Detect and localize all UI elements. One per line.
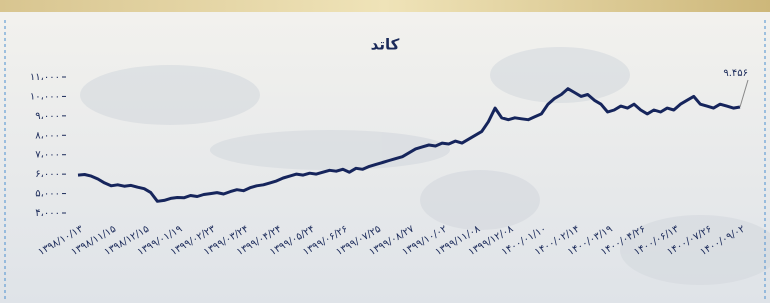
last-value-label: ۹.۴۵۶ [723,68,748,79]
chart: کاتد ۴،۰۰۰ ۵،۰۰۰ ۶،۰۰۰ ۷،۰۰۰ ۸،۰۰۰ ۹،۰۰۰ ۱۰،۰۰… [0,0,770,303]
y-tick-label: ۹،۰۰۰ [35,111,60,122]
y-tick-label: ۸،۰۰۰ [35,130,60,141]
y-tick-label: ۴،۰۰۰ [35,208,60,219]
y-tick-label: ۵،۰۰۰ [35,189,60,200]
y-tick-label: ۷،۰۰۰ [35,150,60,161]
y-tick-label: ۱۰،۰۰۰ [30,91,60,102]
chart-title: کاتد [371,36,400,54]
top-band [0,0,770,12]
page: کاتد ۴،۰۰۰ ۵،۰۰۰ ۶،۰۰۰ ۷،۰۰۰ ۸،۰۰۰ ۹،۰۰۰ ۱۰،۰۰… [0,0,770,303]
y-tick-label: ۶،۰۰۰ [35,169,60,180]
y-tick-label: ۱۱،۰۰۰ [30,72,60,83]
